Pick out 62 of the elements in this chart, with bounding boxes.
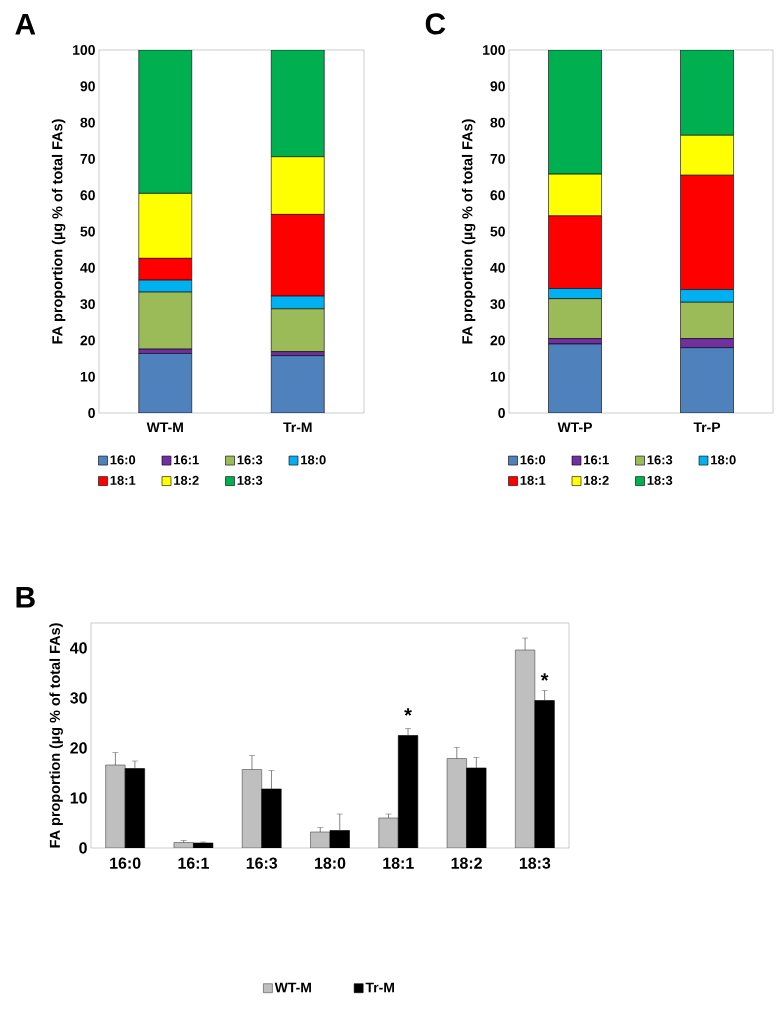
y-tick-label: 90 — [490, 81, 505, 92]
x-tick-label: Tr-M — [283, 422, 312, 433]
y-tick-label: 60 — [490, 190, 505, 201]
annotation: * — [540, 673, 549, 681]
legend-label: 16:3 — [647, 455, 673, 465]
chart-title: C — [425, 13, 446, 35]
legend-label: 18:0 — [301, 455, 326, 465]
y-tick-label: 50 — [80, 226, 95, 237]
y-tick-label: 0 — [88, 408, 95, 418]
y-tick-label: 0 — [498, 408, 505, 418]
legend-label: 18:1 — [520, 475, 546, 485]
legend-label: 16:3 — [237, 455, 263, 465]
legend-label: 16:0 — [520, 455, 546, 465]
annotation: * — [404, 708, 412, 716]
y-tick-label: 60 — [80, 190, 95, 201]
legend-label: 18:3 — [237, 475, 263, 485]
legend-label: Tr-M — [365, 982, 394, 993]
y-tick-label: 50 — [490, 226, 505, 237]
legend-label: 16:0 — [110, 455, 136, 465]
x-tick-label: 16:1 — [178, 857, 209, 869]
legend-label: 18:0 — [711, 455, 736, 465]
legend-label: 16:1 — [584, 455, 609, 465]
x-tick-label: 16:0 — [110, 857, 141, 869]
x-tick-label: 18:2 — [451, 857, 482, 869]
legend-label: WT-M — [274, 982, 311, 993]
x-tick-label: 16:3 — [246, 857, 278, 869]
y-tick-label: 20 — [490, 335, 505, 346]
x-tick-label: Tr-P — [693, 422, 721, 433]
y-tick-label: 10 — [70, 792, 87, 804]
x-tick-label: WT-M — [146, 422, 183, 433]
legend-label: 18:2 — [174, 475, 199, 485]
y-tick-label: 100 — [73, 45, 95, 55]
y-tick-label: 90 — [80, 81, 95, 92]
y-tick-label: 30 — [490, 299, 505, 310]
y-tick-label: 10 — [80, 371, 95, 382]
legend-label: 18:2 — [584, 475, 609, 485]
y-tick-label: 30 — [80, 299, 95, 310]
y-tick-label: 80 — [80, 117, 95, 128]
y-tick-label: 40 — [69, 642, 87, 654]
y-tick-label: 70 — [80, 153, 95, 164]
y-axis-title: FA proportion (µg % of total FAs) — [51, 119, 66, 344]
x-tick-label: 18:1 — [383, 857, 414, 869]
y-tick-label: 40 — [490, 262, 505, 273]
y-tick-label: 100 — [483, 45, 505, 55]
chart-title: B — [16, 586, 35, 608]
x-tick-label: 18:3 — [519, 857, 551, 869]
y-tick-label: 80 — [490, 117, 505, 128]
legend-label: 16:1 — [174, 455, 199, 465]
y-tick-label: 70 — [490, 153, 505, 164]
y-tick-label: 30 — [70, 692, 87, 704]
y-tick-label: 40 — [80, 262, 95, 273]
y-axis-title: FA proportion (µg % of total FAs) — [49, 623, 63, 848]
y-axis-title: FA proportion (µg % of total FAs) — [461, 119, 476, 344]
x-tick-label: WT-P — [557, 422, 592, 433]
chart-title: A — [15, 13, 36, 35]
x-tick-label: 18:0 — [315, 857, 346, 869]
y-tick-label: 10 — [490, 371, 505, 382]
y-tick-label: 20 — [80, 335, 95, 346]
legend-label: 18:1 — [110, 475, 136, 485]
legend-label: 18:3 — [647, 475, 673, 485]
y-tick-label: 0 — [79, 842, 87, 854]
y-tick-label: 20 — [70, 742, 87, 754]
